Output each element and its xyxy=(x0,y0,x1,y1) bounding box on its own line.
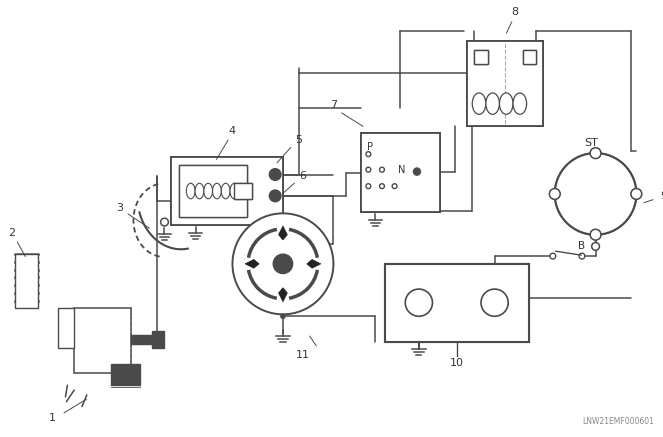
Circle shape xyxy=(233,213,333,314)
Circle shape xyxy=(590,229,601,240)
Text: 11: 11 xyxy=(295,350,310,360)
Text: 2: 2 xyxy=(9,228,16,238)
Ellipse shape xyxy=(221,183,230,199)
Circle shape xyxy=(160,218,168,226)
Text: N: N xyxy=(398,165,405,175)
Circle shape xyxy=(392,184,397,189)
Bar xyxy=(179,165,247,217)
Bar xyxy=(74,308,131,373)
Bar xyxy=(522,50,536,64)
Bar xyxy=(15,254,38,309)
Ellipse shape xyxy=(195,183,204,199)
Text: 4: 4 xyxy=(229,126,236,136)
Circle shape xyxy=(272,172,278,177)
Bar xyxy=(361,133,440,212)
Text: 10: 10 xyxy=(450,358,463,368)
Text: 3: 3 xyxy=(116,204,123,214)
Bar xyxy=(171,157,283,225)
Circle shape xyxy=(366,152,371,156)
Circle shape xyxy=(280,314,285,319)
Bar xyxy=(15,254,38,309)
Circle shape xyxy=(631,189,642,199)
Polygon shape xyxy=(245,260,259,268)
Text: 8: 8 xyxy=(511,7,518,17)
Text: B: B xyxy=(578,241,585,251)
Text: 1: 1 xyxy=(48,413,56,423)
Text: 6: 6 xyxy=(299,171,306,181)
Ellipse shape xyxy=(499,93,513,114)
Circle shape xyxy=(555,153,636,235)
Circle shape xyxy=(405,289,432,316)
Bar xyxy=(467,41,543,126)
Circle shape xyxy=(269,169,281,180)
Bar xyxy=(58,308,74,348)
Wedge shape xyxy=(558,156,633,232)
Bar xyxy=(179,165,247,217)
Ellipse shape xyxy=(486,93,499,114)
Circle shape xyxy=(272,193,278,199)
Circle shape xyxy=(590,148,601,159)
Circle shape xyxy=(279,260,287,268)
Circle shape xyxy=(555,153,636,235)
Ellipse shape xyxy=(230,183,239,199)
Circle shape xyxy=(550,189,560,199)
Bar xyxy=(467,41,543,126)
Bar xyxy=(235,183,252,199)
Bar xyxy=(522,50,536,64)
Text: 5: 5 xyxy=(295,135,302,145)
Circle shape xyxy=(379,184,385,189)
Polygon shape xyxy=(307,260,321,268)
Text: 7: 7 xyxy=(330,100,337,110)
Bar xyxy=(111,364,140,385)
Text: 9: 9 xyxy=(660,191,663,201)
Ellipse shape xyxy=(213,183,221,199)
Circle shape xyxy=(590,229,601,240)
Circle shape xyxy=(379,167,385,172)
Text: +: + xyxy=(488,295,501,310)
Ellipse shape xyxy=(204,183,213,199)
Bar xyxy=(361,133,440,212)
Ellipse shape xyxy=(513,93,526,114)
Circle shape xyxy=(550,189,560,199)
Bar xyxy=(74,308,131,373)
Ellipse shape xyxy=(472,93,486,114)
Circle shape xyxy=(631,189,642,199)
Circle shape xyxy=(481,289,508,316)
Polygon shape xyxy=(278,288,287,302)
Text: LNW21EMF000601: LNW21EMF000601 xyxy=(582,416,654,426)
Circle shape xyxy=(273,254,292,274)
Circle shape xyxy=(579,253,585,259)
Ellipse shape xyxy=(186,183,195,199)
Bar xyxy=(474,50,488,64)
Polygon shape xyxy=(278,226,287,240)
Bar xyxy=(131,335,152,344)
Bar xyxy=(385,264,528,341)
Circle shape xyxy=(366,184,371,189)
Bar xyxy=(385,264,528,341)
Circle shape xyxy=(591,243,599,250)
Circle shape xyxy=(413,168,421,176)
Text: P: P xyxy=(367,142,373,153)
Text: ST: ST xyxy=(583,139,597,149)
Text: −: − xyxy=(412,294,426,312)
Bar xyxy=(474,50,488,64)
Bar xyxy=(171,157,283,225)
Bar xyxy=(152,331,164,348)
Circle shape xyxy=(590,148,601,159)
Circle shape xyxy=(366,167,371,172)
Circle shape xyxy=(550,253,556,259)
Bar xyxy=(58,308,74,348)
Bar xyxy=(235,183,252,199)
Circle shape xyxy=(269,190,281,202)
